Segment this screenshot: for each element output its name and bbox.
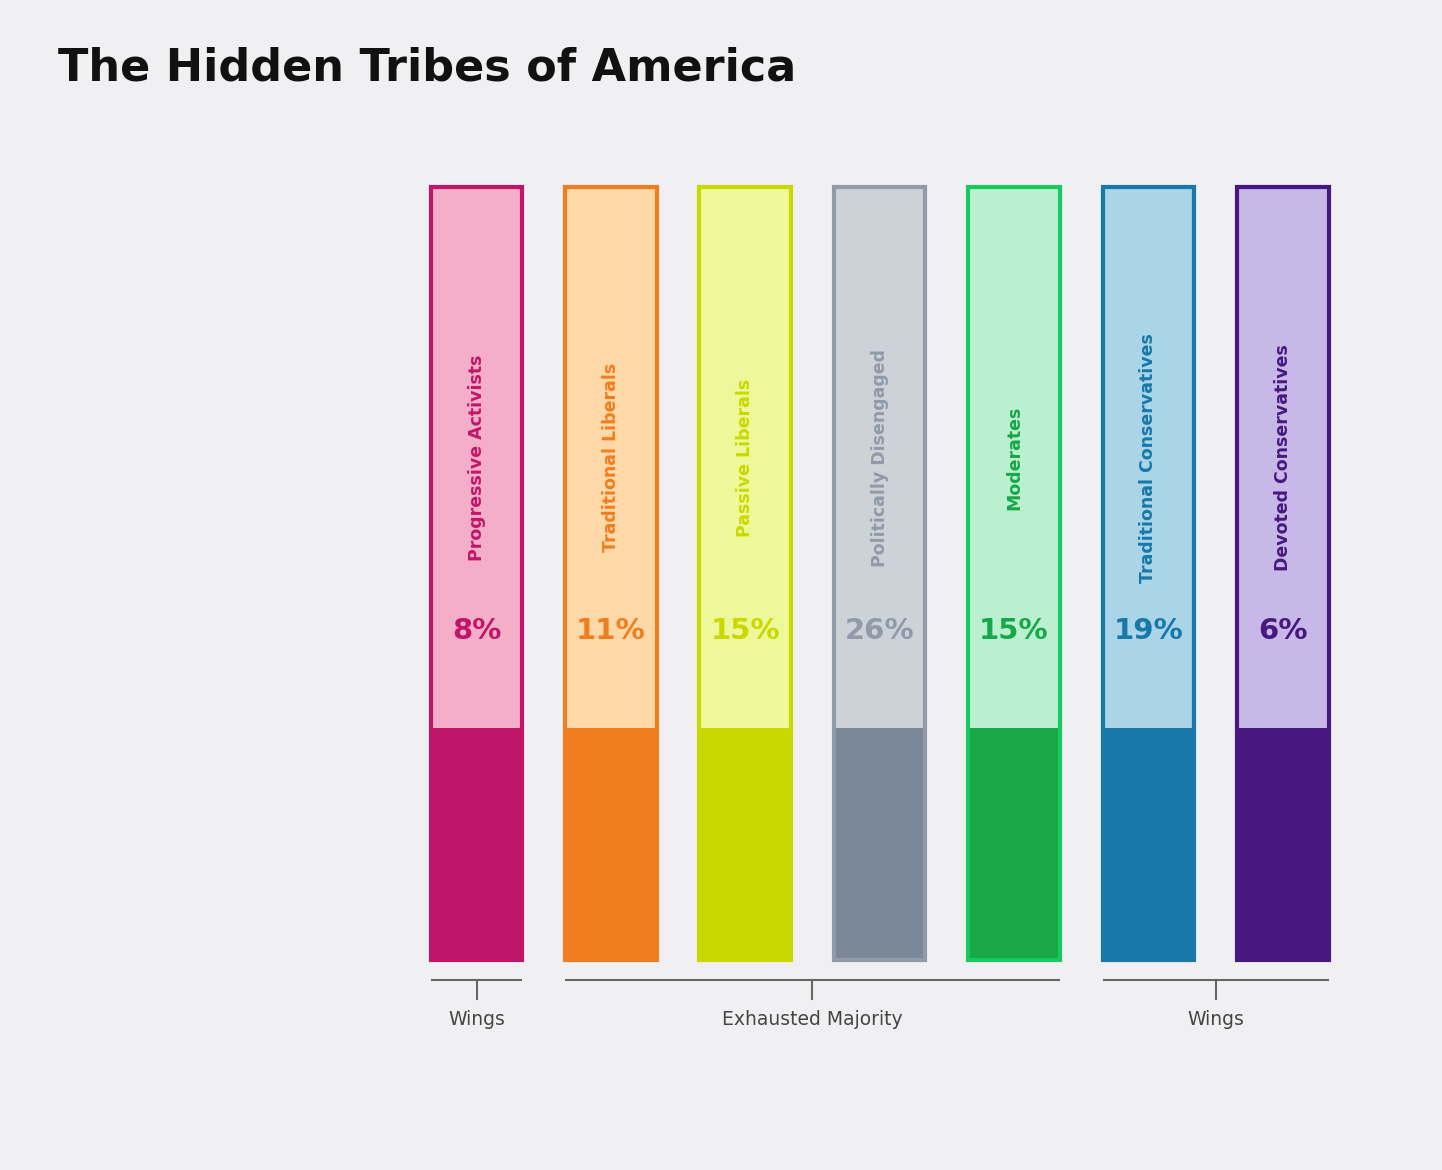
Text: Politically Disengaged: Politically Disengaged (871, 349, 888, 566)
Text: 19%: 19% (1113, 617, 1184, 645)
Bar (431, 187, 522, 728)
Text: Exhausted Majority: Exhausted Majority (722, 1011, 903, 1030)
Text: 15%: 15% (979, 617, 1048, 645)
Text: Traditional Conservatives: Traditional Conservatives (1139, 332, 1158, 583)
Text: Progressive Activists: Progressive Activists (467, 355, 486, 560)
Text: 6%: 6% (1257, 617, 1308, 645)
Bar (968, 187, 1060, 961)
Bar (1103, 187, 1194, 728)
Text: 8%: 8% (451, 617, 502, 645)
Text: Wings: Wings (448, 1011, 505, 1030)
Text: The Hidden Tribes of America: The Hidden Tribes of America (58, 47, 796, 90)
Text: 15%: 15% (711, 617, 780, 645)
Text: Passive Liberals: Passive Liberals (737, 379, 754, 537)
Text: Traditional Liberals: Traditional Liberals (601, 363, 620, 552)
Text: 26%: 26% (845, 617, 914, 645)
Bar (833, 187, 926, 961)
Bar (699, 187, 792, 961)
Text: Wings: Wings (1187, 1011, 1244, 1030)
Bar (833, 728, 926, 961)
Bar (1237, 187, 1328, 728)
Bar (1103, 728, 1194, 961)
Bar (565, 187, 656, 961)
Bar (968, 728, 1060, 961)
Bar (1237, 728, 1328, 961)
Bar (431, 187, 522, 961)
Text: Moderates: Moderates (1005, 406, 1022, 510)
Bar (699, 187, 792, 728)
Bar (565, 187, 656, 728)
Bar (699, 728, 792, 961)
Bar (1237, 187, 1328, 961)
Bar (431, 728, 522, 961)
Bar (1103, 187, 1194, 961)
Bar (833, 187, 926, 728)
Text: Devoted Conservatives: Devoted Conservatives (1273, 344, 1292, 571)
Bar (968, 187, 1060, 728)
Bar (565, 728, 656, 961)
Text: 11%: 11% (575, 617, 646, 645)
